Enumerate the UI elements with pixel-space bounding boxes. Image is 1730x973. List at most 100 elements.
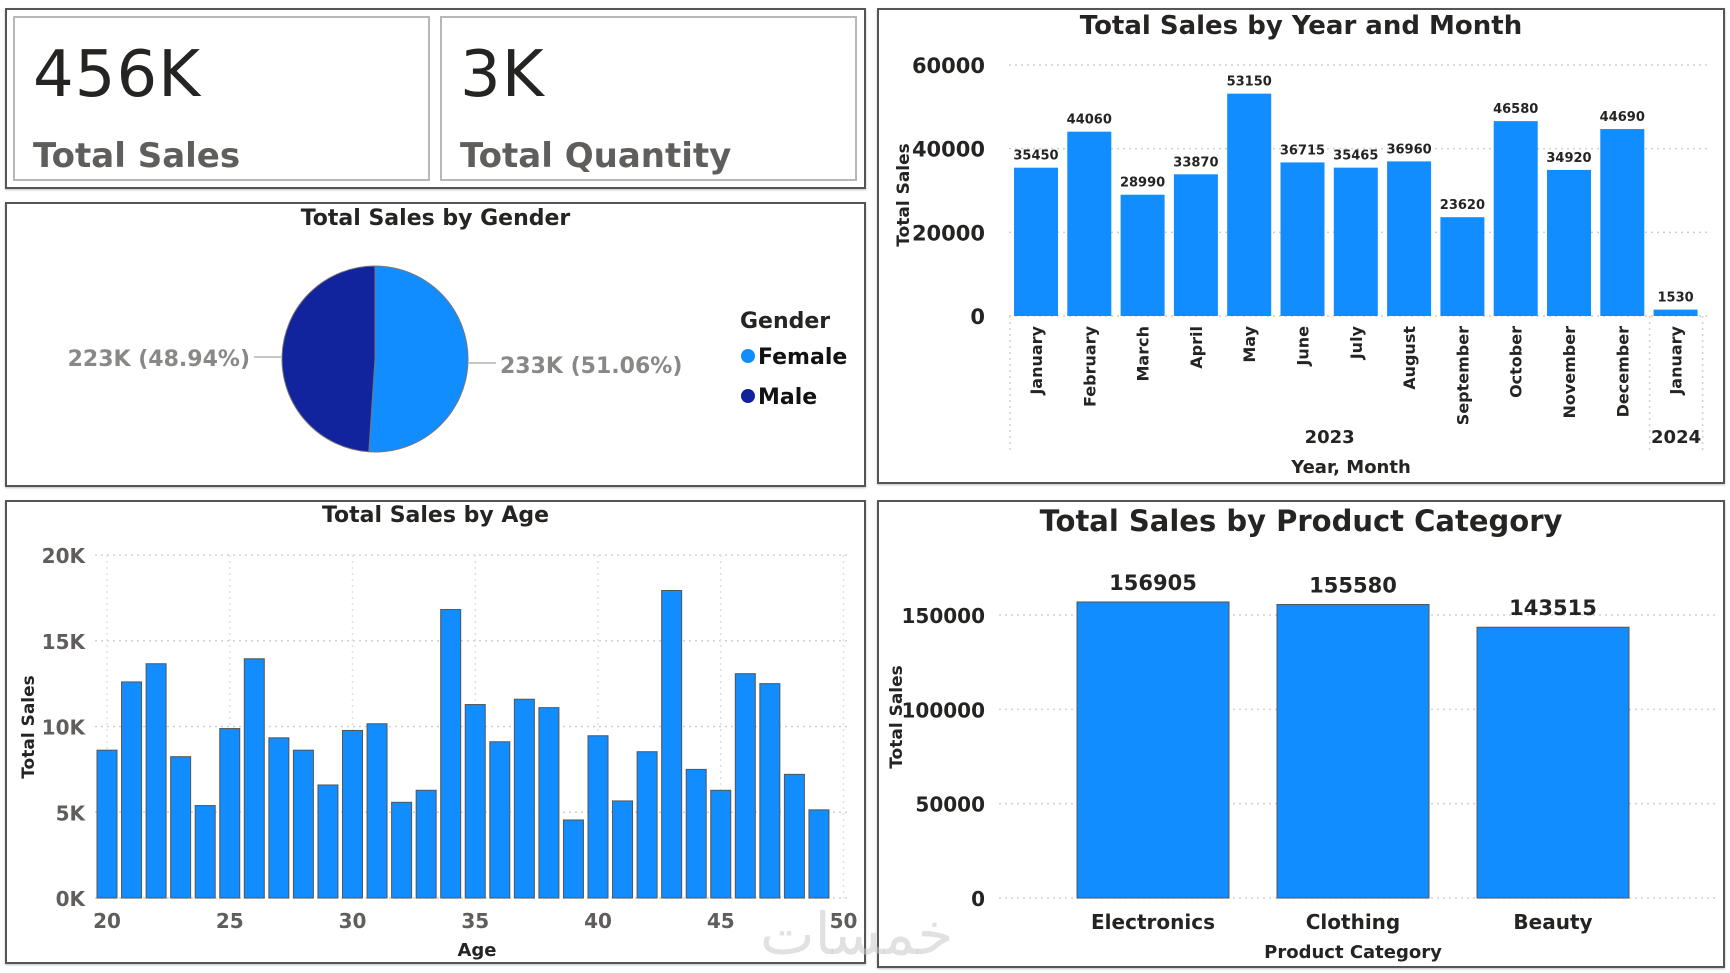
y-tick-label: 0K [56,887,87,911]
data-label: 155580 [1309,573,1397,597]
y-tick-label: 20000 [912,221,985,245]
bar-age-36 [489,741,511,899]
bar-age-34 [440,609,462,899]
y-tick-label: 60000 [912,54,985,78]
y-tick-label: 5K [56,801,87,825]
bar-age-21 [121,681,143,899]
bar-2023-july [1333,167,1378,316]
bar-age-31 [366,723,388,899]
bar-age-37 [513,698,535,899]
x-tick-label: Beauty [1513,910,1592,934]
x-tick-label: March [1134,326,1153,381]
data-label: 46580 [1493,102,1538,117]
bar-age-30 [342,729,363,899]
x-tick-label: December [1613,326,1632,417]
bar-2023-december [1600,129,1645,316]
kpi-card-total-quantity[interactable]: 3K Total Quantity [440,16,857,181]
bar-age-26 [243,658,265,899]
year-label: 2023 [1305,427,1355,448]
x-tick-label: February [1080,325,1099,407]
bar-age-44 [685,768,707,899]
bar-age-39 [562,819,584,899]
bar-age-41 [612,800,634,899]
x-tick-label: October [1507,326,1526,398]
y-tick-label: 0 [970,305,985,329]
bar-clothing [1276,603,1430,899]
month-chart-panel[interactable]: Total Sales by Year and Month 0 20000 4000… [877,8,1725,484]
bar-2023-june [1280,162,1325,316]
data-label: 44690 [1600,110,1645,125]
y-axis-title: Total Sales [887,665,907,769]
bar-age-27 [268,737,290,899]
y-tick-label: 40000 [912,138,985,162]
bar-age-43 [661,590,683,899]
legend-marker-female [741,349,755,363]
bar-age-23 [170,756,192,899]
bar-age-33 [415,789,437,899]
bar-2023-march [1120,194,1165,316]
category-bar-chart: 0 50000 100000 150000 156905 Electronics 15558… [887,571,1719,963]
x-tick-label: 40 [584,909,612,933]
bar-age-20 [96,749,118,899]
legend-item-male: Male [758,385,817,410]
data-label: 33870 [1173,155,1218,170]
bar-2023-november [1547,169,1591,316]
bar-age-48 [783,773,805,899]
age-bar-chart: 0K 5K 10K 15K 20K 20 25 30 35 40 45 50 Total Sales Ag… [19,544,858,961]
bar-2023-january [1014,167,1058,316]
bar-age-45 [710,789,732,899]
bar-2023-april [1173,174,1218,316]
x-tick-label: April [1187,326,1206,369]
year-label: 2024 [1651,427,1701,448]
x-tick-label: 20 [93,909,121,933]
data-label: 35450 [1013,149,1058,164]
x-tick-label: May [1240,325,1259,362]
x-tick-label: November [1560,326,1579,419]
x-tick-label: July [1347,325,1366,360]
category-chart-panel[interactable]: Total Sales by Product Category 0 50000 10… [877,500,1725,968]
data-label: 53150 [1227,75,1272,90]
x-tick-label: 25 [216,909,244,933]
x-tick-label: August [1400,326,1419,390]
gender-chart-panel[interactable]: Total Sales by Gender 233K (51.06%) 223K … [5,202,866,487]
kpi-value: 3K [460,38,545,112]
bar-age-28 [292,749,314,899]
data-label: 1530 [1658,291,1694,306]
kpi-card-total-sales[interactable]: 456K Total Sales [13,16,430,181]
bar-2023-october [1493,121,1538,316]
y-tick-label: 0 [971,887,985,911]
bar-beauty [1476,626,1630,899]
data-label: 35465 [1333,149,1378,164]
chart-title: Total Sales by Year and Month [1079,11,1523,41]
data-label: 28990 [1120,176,1165,191]
bar-age-49 [808,809,830,899]
x-tick-label: January [1027,325,1046,395]
y-tick-label: 100000 [902,698,986,722]
legend-item-female: Female [758,345,847,370]
pie-slice-female [368,265,469,453]
x-tick-label: June [1294,326,1313,367]
kpi-value: 456K [33,38,202,112]
age-chart-panel[interactable]: Total Sales by Age 0K 5K 10K 15K 20K 20 25 30 35… [5,500,866,964]
y-tick-label: 15K [42,630,87,654]
x-tick-label: September [1453,326,1472,425]
x-tick-label: Electronics [1091,910,1215,934]
data-label: 36715 [1280,143,1325,158]
y-axis-title: Total Sales [19,675,39,779]
x-tick-label: 35 [461,909,489,933]
chart-title: Total Sales by Product Category [1039,504,1563,538]
x-axis-title: Age [457,940,496,961]
bar-age-42 [636,751,658,899]
bar-age-22 [145,663,167,899]
bar-age-25 [219,728,241,899]
bar-2024-january [1653,309,1698,316]
kpi-container: 456K Total Sales 3K Total Quantity [5,8,866,189]
x-axis-title: Year, Month [1290,457,1411,478]
x-tick-label: January [1667,325,1686,395]
y-tick-label: 150000 [902,604,986,628]
bar-age-46 [734,673,756,899]
x-tick-label: 50 [830,909,858,933]
data-label: 44060 [1067,113,1112,128]
bar-age-24 [194,805,216,899]
y-tick-label: 50000 [915,793,985,817]
